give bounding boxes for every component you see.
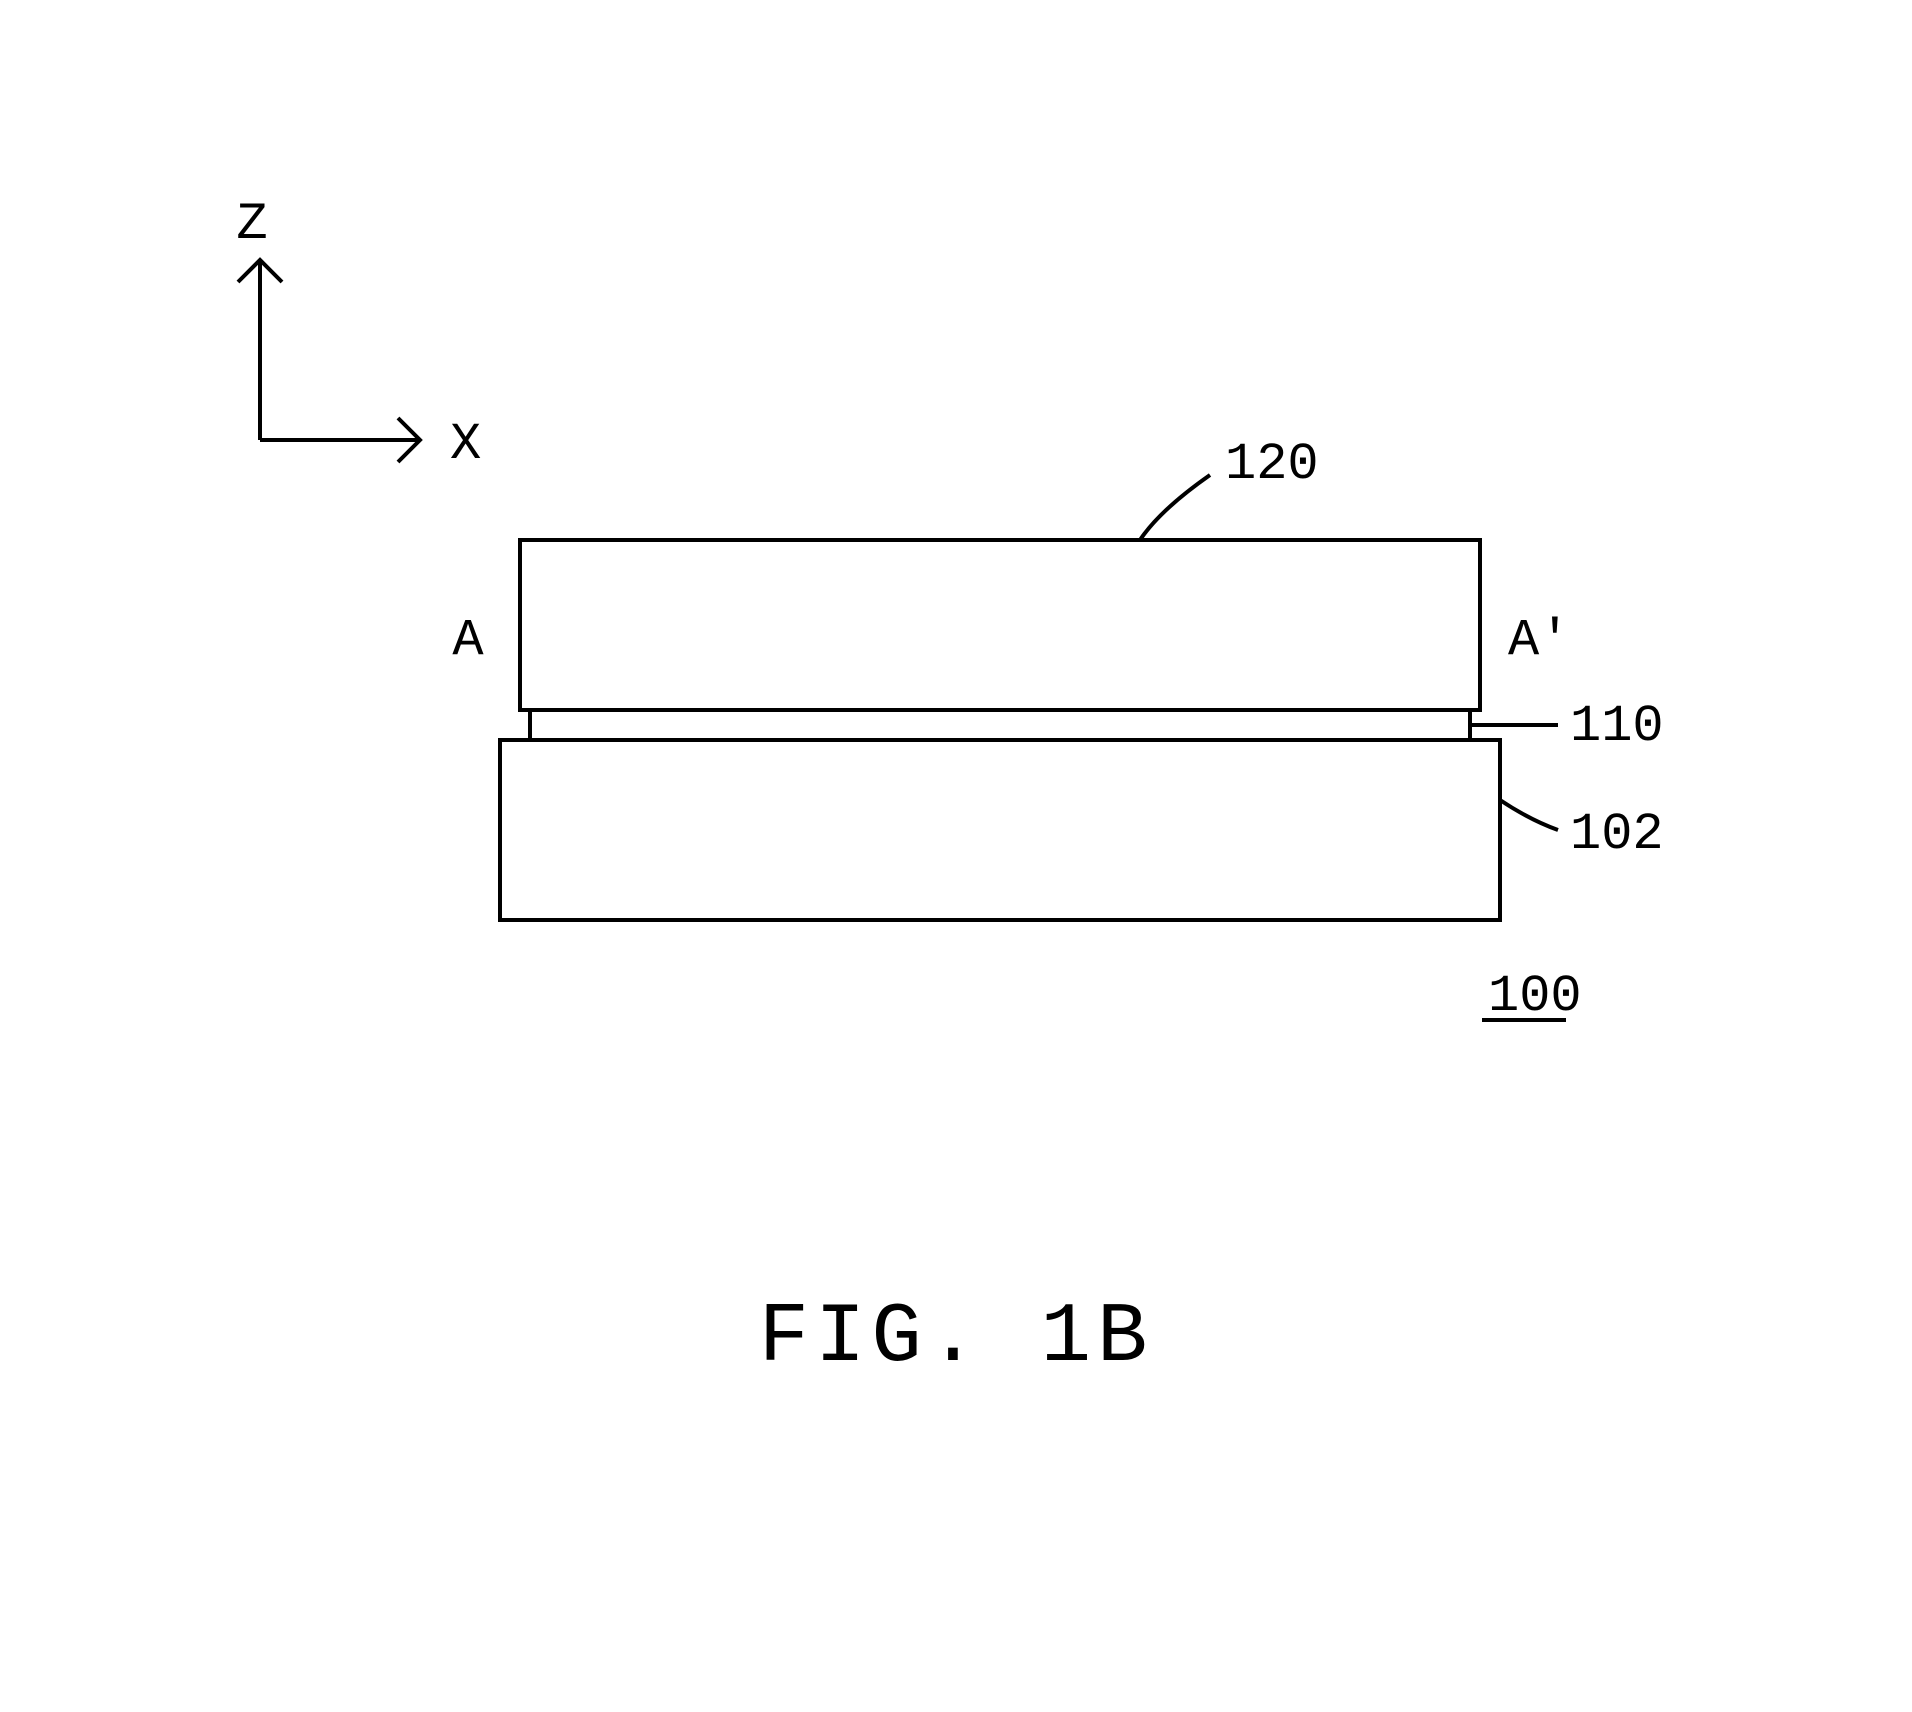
ref-102: 102 [1570, 805, 1664, 864]
section-label-a-prime: A' [1508, 611, 1570, 670]
ref-110: 110 [1570, 697, 1664, 756]
figure-caption: FIG. 1B [759, 1291, 1154, 1386]
leader-120 [1140, 475, 1210, 540]
axis-x-label: X [450, 415, 481, 474]
axis-z-label: Z [236, 195, 267, 254]
section-label-a: A [452, 611, 484, 670]
layer-102 [500, 740, 1500, 920]
layer-120 [520, 540, 1480, 710]
layer-110 [530, 710, 1470, 740]
leader-102 [1500, 800, 1558, 830]
axes [238, 260, 420, 462]
ref-100: 100 [1488, 967, 1582, 1026]
ref-120: 120 [1225, 435, 1319, 494]
